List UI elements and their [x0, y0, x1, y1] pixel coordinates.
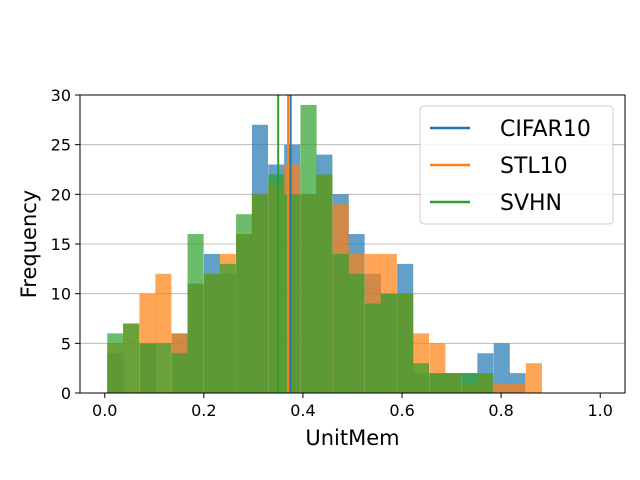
x-tick-label: 0.2 [191, 401, 216, 420]
histogram-bar [332, 253, 349, 393]
x-tick-label: 0.8 [488, 401, 513, 420]
x-axis-label: UnitMem [305, 426, 399, 450]
histogram-bar [171, 353, 188, 393]
x-axis-ticks: 0.0 0.2 0.4 0.6 0.8 1.0 [92, 393, 613, 420]
histogram-bar [139, 343, 156, 393]
legend-label: SVHN [500, 191, 562, 216]
series-svhn-bars [107, 104, 494, 393]
histogram-bar [155, 343, 172, 393]
y-tick-label: 5 [61, 334, 71, 353]
x-tick-label: 0.6 [389, 401, 414, 420]
histogram-bar [300, 104, 317, 393]
histogram-bar [284, 194, 301, 393]
histogram-bar [397, 293, 414, 393]
histogram-bar [187, 234, 204, 393]
histogram-bar [445, 373, 462, 393]
y-axis-ticks: 0 5 10 15 20 25 30 [51, 86, 80, 403]
y-tick-label: 15 [51, 235, 71, 254]
histogram-bar [477, 373, 494, 393]
histogram-bar [316, 174, 333, 393]
histogram-bar [348, 273, 365, 393]
histogram-bar [236, 214, 253, 393]
histogram-bar [412, 363, 430, 393]
legend-label: CIFAR10 [500, 117, 591, 142]
y-tick-label: 10 [51, 285, 71, 304]
y-tick-label: 0 [61, 384, 71, 403]
histogram-bar [364, 303, 381, 393]
legend: CIFAR10 STL10 SVHN [419, 105, 614, 225]
legend-label: STL10 [500, 154, 568, 179]
legend-box [419, 105, 614, 225]
histogram-bar [461, 373, 478, 393]
y-axis-label: Frequency [17, 190, 41, 299]
histogram-bar [107, 333, 124, 393]
histogram-bar [203, 273, 220, 393]
histogram-bar [219, 263, 236, 393]
histogram-bar [509, 383, 526, 393]
y-tick-label: 30 [51, 86, 71, 105]
x-tick-label: 0.0 [92, 401, 117, 420]
y-tick-label: 25 [51, 136, 71, 155]
histogram-bar [268, 174, 285, 393]
x-tick-label: 1.0 [588, 401, 613, 420]
histogram-bar [525, 363, 543, 393]
histogram-bars [107, 104, 543, 394]
histogram-bar [493, 383, 510, 393]
mean-lines [277, 95, 292, 393]
histogram-bar [123, 323, 140, 393]
histogram-bar [380, 293, 397, 393]
histogram-bar [429, 373, 446, 393]
histogram-bar [251, 194, 269, 393]
y-tick-label: 20 [51, 185, 71, 204]
histogram-bar [493, 343, 510, 393]
x-tick-label: 0.4 [290, 401, 315, 420]
